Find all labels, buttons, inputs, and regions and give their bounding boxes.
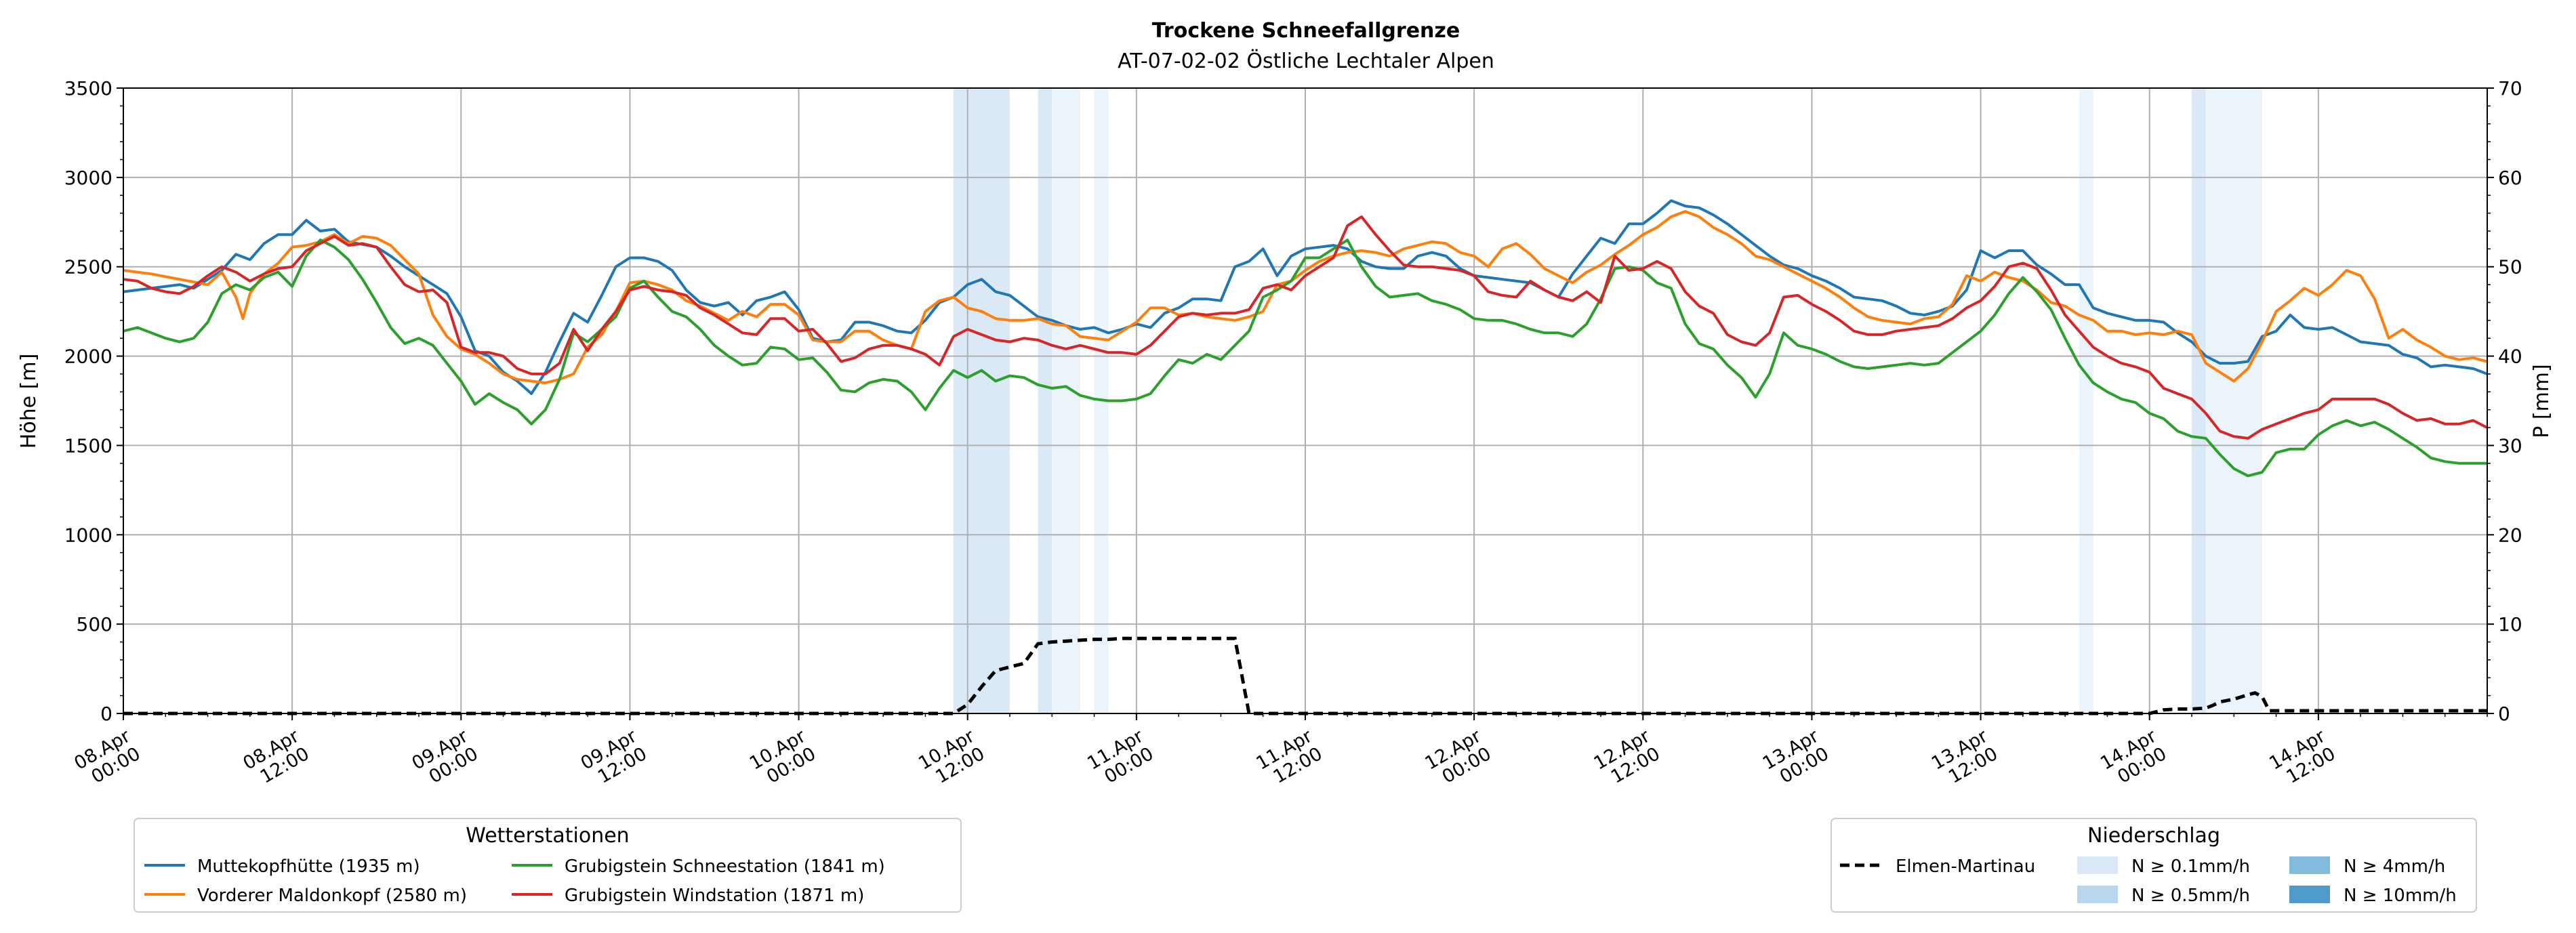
precip-legend: Niederschlag Elmen-Martinau N ≥ 0.1mm/hN… (1831, 818, 2477, 913)
y-tick-label-right: 40 (2498, 346, 2522, 368)
y-tick-label-right: 10 (2498, 613, 2522, 636)
legend-swatch-label: N ≥ 4mm/h (2344, 856, 2445, 877)
series-lines (123, 199, 2488, 478)
y-tick-label-right: 50 (2498, 256, 2522, 278)
series-line (123, 239, 2487, 478)
precip-band (1038, 88, 1052, 713)
legend-label: Vorderer Maldonkopf (2580 m) (197, 886, 467, 906)
precip-legend-line-label: Elmen-Martinau (1896, 856, 2035, 877)
legend-swatch-label: N ≥ 10mm/h (2344, 886, 2457, 906)
y-tick-label-right: 0 (2498, 703, 2510, 725)
series-line (123, 210, 2488, 385)
legend-swatch-label: N ≥ 0.1mm/h (2131, 856, 2250, 877)
y-axis-right: 0 10 20 30 40 50 60 70 (2487, 77, 2522, 725)
y-tick-label-right: 60 (2498, 167, 2522, 189)
y-tick-label-left: 1500 (64, 434, 113, 457)
precip-band (2192, 88, 2206, 713)
y-tick-label-right: 30 (2498, 434, 2522, 457)
series-line (123, 215, 2488, 440)
legend-label: Grubigstein Schneestation (1841 m) (565, 856, 885, 877)
legend-swatch (2077, 856, 2118, 874)
chart-subtitle: AT-07-02-02 Östliche Lechtaler Alpen (1118, 49, 1494, 73)
y-tick-label-left: 3500 (64, 77, 113, 100)
series-line (123, 199, 2488, 395)
legend-swatch-label: N ≥ 0.5mm/h (2131, 886, 2250, 906)
chart-title: Trockene Schneefallgrenze (1152, 19, 1460, 43)
y-tick-label-left: 1000 (64, 524, 113, 546)
y-axis-label-right: P [mm] (2530, 364, 2554, 438)
precip-band (2079, 88, 2093, 713)
y-tick-label-left: 2500 (64, 256, 113, 278)
y-tick-label-left: 0 (100, 703, 113, 725)
precip-band (2205, 88, 2262, 713)
stations-legend: Wetterstationen Muttekopfhütte (1935 m) V… (134, 818, 962, 913)
y-tick-label-right: 70 (2498, 77, 2522, 100)
precip-band (953, 88, 1010, 713)
legend-swatch (2077, 886, 2118, 903)
precip-bands (953, 88, 2262, 713)
y-axis-label-left: Höhe [m] (17, 354, 41, 449)
legend-label: Grubigstein Windstation (1871 m) (565, 886, 864, 906)
legend-label: Muttekopfhütte (1935 m) (197, 856, 420, 877)
legend-swatch (2289, 886, 2330, 903)
precip-band (1052, 88, 1080, 713)
precip-legend-items: N ≥ 0.1mm/h N ≥ 0.5mm/h N ≥ 4mm/h N ≥ 10mm/… (2077, 856, 2457, 906)
y-tick-label-left: 2000 (64, 346, 113, 368)
legend-swatch (2289, 856, 2330, 874)
stations-legend-title: Wetterstationen (466, 824, 629, 848)
y-tick-label-left: 500 (77, 613, 113, 636)
precip-legend-title: Niederschlag (2087, 824, 2220, 848)
y-tick-label-left: 3000 (64, 167, 113, 189)
y-tick-label-right: 20 (2498, 524, 2522, 546)
y-axis-left: 0 500 1000 1500 2000 2500 3000 3500 (64, 77, 123, 725)
stations-legend-items: Muttekopfhütte (1935 m) Vorderer Maldonko… (144, 856, 885, 906)
